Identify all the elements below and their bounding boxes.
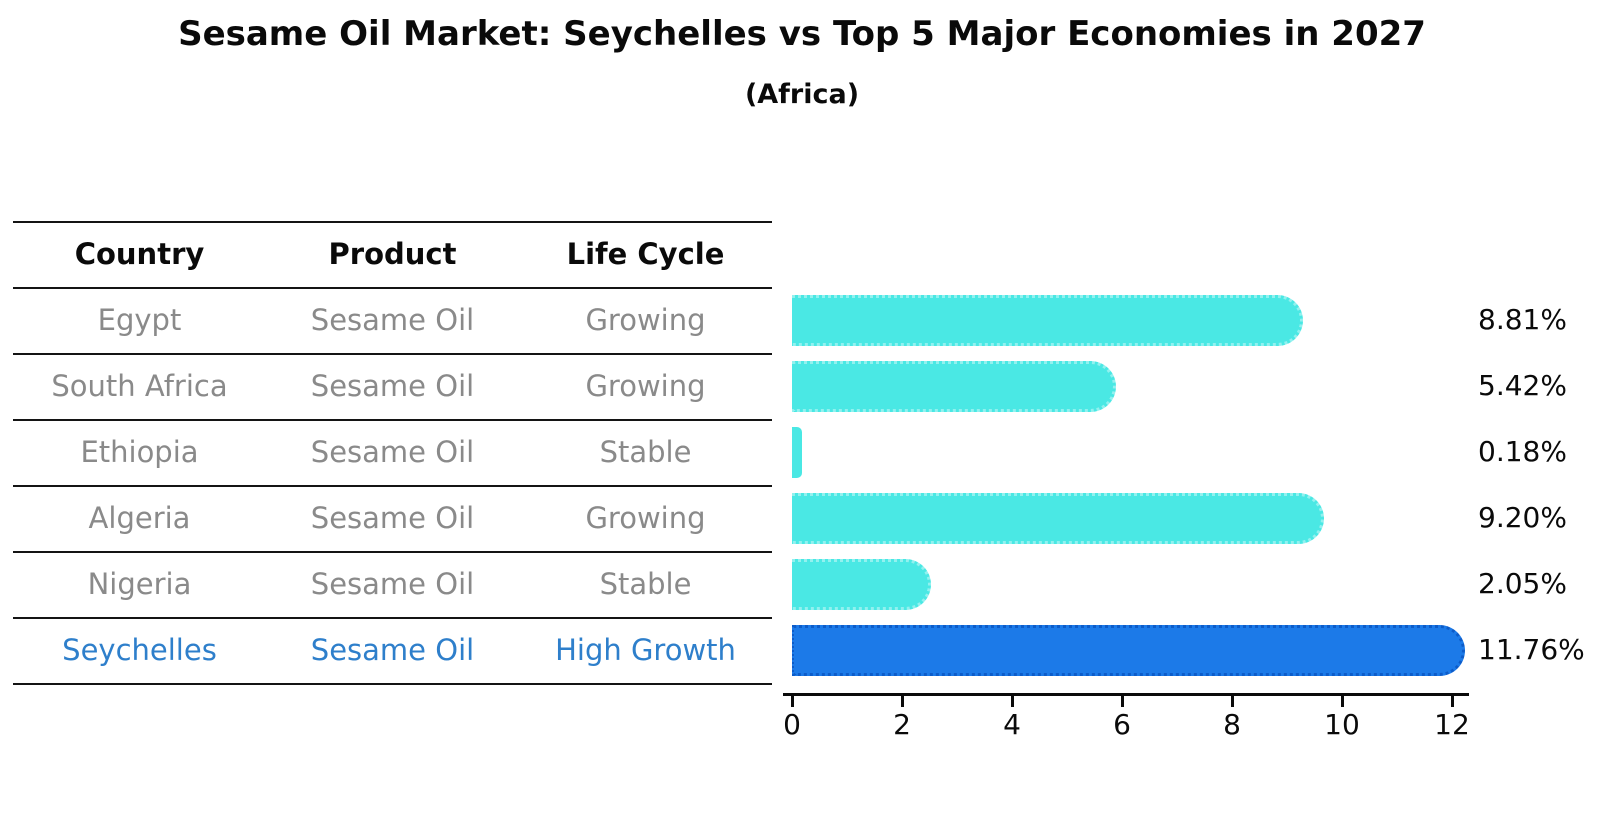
x-axis-tick xyxy=(1121,694,1124,707)
cell-product: Sesame Oil xyxy=(310,567,475,602)
x-axis-tick-label: 12 xyxy=(1434,708,1470,741)
bar-south-africa xyxy=(792,360,1117,412)
bar-egypt xyxy=(792,294,1303,346)
x-axis-tick xyxy=(1341,694,1344,707)
table-row: Seychelles Sesame Oil High Growth xyxy=(13,619,772,685)
bar-value-label: 8.81% xyxy=(1478,303,1567,336)
x-axis-tick-label: 0 xyxy=(783,708,801,741)
bar-algeria xyxy=(792,492,1324,544)
cell-country: South Africa xyxy=(51,369,228,404)
bar-value-label: 2.05% xyxy=(1478,567,1567,600)
bar-ethiopia xyxy=(792,426,802,478)
bar-value-label: 9.20% xyxy=(1478,501,1567,534)
column-header-country: Country xyxy=(74,237,205,272)
cell-life-cycle: Stable xyxy=(599,435,692,470)
chart-subtitle: (Africa) xyxy=(744,79,860,110)
table-row: Algeria Sesame Oil Growing xyxy=(13,487,772,553)
chart-title: Sesame Oil Market: Seychelles vs Top 5 M… xyxy=(178,14,1426,54)
cell-life-cycle: High Growth xyxy=(555,633,736,668)
table-row: Nigeria Sesame Oil Stable xyxy=(13,553,772,619)
cell-life-cycle: Growing xyxy=(585,369,706,404)
x-axis-tick xyxy=(1451,694,1454,707)
cell-life-cycle: Growing xyxy=(585,303,706,338)
table-row: South Africa Sesame Oil Growing xyxy=(13,355,772,421)
x-axis-tick xyxy=(1231,694,1234,707)
cell-country: Egypt xyxy=(97,303,182,338)
cell-life-cycle: Stable xyxy=(599,567,692,602)
x-axis-line xyxy=(783,693,1469,696)
bar-value-label: 5.42% xyxy=(1478,369,1567,402)
cell-product: Sesame Oil xyxy=(310,633,475,668)
cell-country: Ethiopia xyxy=(80,435,199,470)
cell-country: Algeria xyxy=(88,501,191,536)
x-axis-tick-label: 4 xyxy=(1003,708,1021,741)
cell-country: Seychelles xyxy=(62,633,217,668)
cell-product: Sesame Oil xyxy=(310,501,475,536)
column-header-life-cycle: Life Cycle xyxy=(566,237,725,272)
table-header-row: Country Product Life Cycle xyxy=(13,223,772,289)
column-header-product: Product xyxy=(328,237,457,272)
table-row: Egypt Sesame Oil Growing xyxy=(13,289,772,355)
cell-country: Nigeria xyxy=(87,567,192,602)
cell-life-cycle: Growing xyxy=(585,501,706,536)
cell-product: Sesame Oil xyxy=(310,369,475,404)
bar-nigeria xyxy=(792,558,931,610)
x-axis-tick-label: 10 xyxy=(1324,708,1360,741)
x-axis-tick-label: 8 xyxy=(1223,708,1241,741)
x-axis-tick xyxy=(1011,694,1014,707)
cell-product: Sesame Oil xyxy=(310,435,475,470)
cell-product: Sesame Oil xyxy=(310,303,475,338)
bar-value-label: 11.76% xyxy=(1478,633,1585,666)
x-axis-tick xyxy=(901,694,904,707)
x-axis-tick-label: 2 xyxy=(893,708,911,741)
bar-value-label: 0.18% xyxy=(1478,435,1567,468)
bar-seychelles xyxy=(792,624,1465,676)
x-axis-tick-label: 6 xyxy=(1113,708,1131,741)
country-table: Country Product Life Cycle Egypt Sesame … xyxy=(13,221,772,685)
x-axis-tick xyxy=(791,694,794,707)
table-row: Ethiopia Sesame Oil Stable xyxy=(13,421,772,487)
